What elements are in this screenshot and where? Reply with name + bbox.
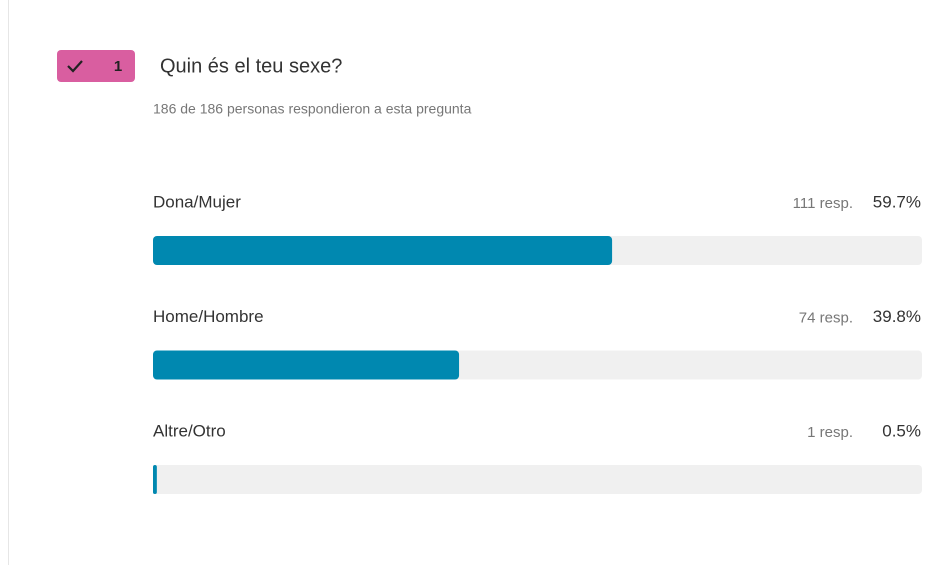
option-label: Home/Hombre — [153, 307, 264, 326]
bar — [153, 350, 460, 380]
option-label: Dona/Mujer — [153, 192, 241, 211]
bar — [153, 465, 157, 494]
percent-label: 0.5% — [882, 421, 921, 440]
percent-label: 59.7% — [873, 192, 921, 211]
option-label: Altre/Otro — [153, 421, 226, 440]
question-badge — [57, 50, 135, 82]
bar-track — [153, 465, 922, 494]
question-number: 1 — [114, 58, 122, 75]
question-title: Quin és el teu sexe? — [160, 55, 342, 77]
response-count: 111 resp. — [793, 195, 853, 212]
bar — [153, 236, 613, 265]
percent-label: 39.8% — [873, 307, 921, 326]
question-subtitle: 186 de 186 personas respondieron a esta … — [153, 101, 472, 117]
response-count: 74 resp. — [799, 309, 853, 326]
response-count: 1 resp. — [807, 424, 853, 441]
check-icon — [67, 60, 83, 73]
